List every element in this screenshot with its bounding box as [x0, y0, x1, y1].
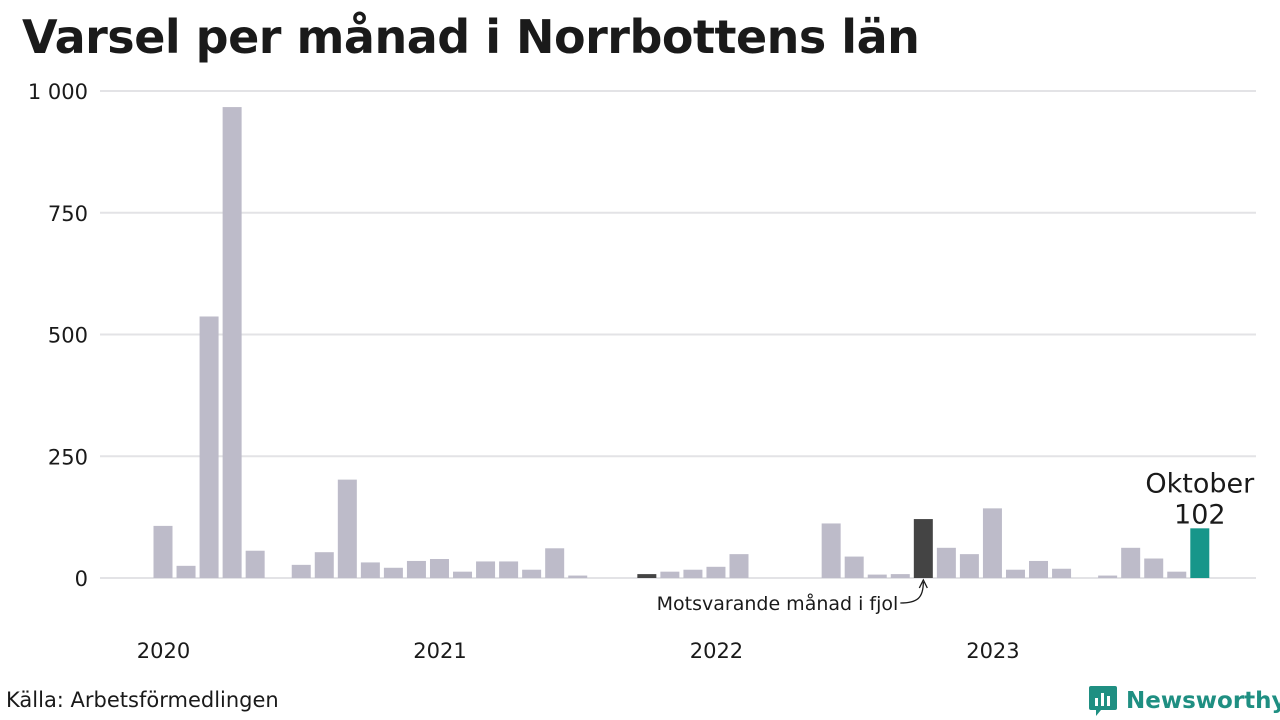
bar-2021-01 [429, 559, 449, 578]
x-year-label: 2021 [413, 639, 466, 663]
bar-2022-02 [729, 554, 749, 578]
bar-2022-11 [936, 547, 956, 578]
bar-2020-07 [291, 564, 311, 578]
y-tick-label: 750 [48, 202, 88, 226]
bar-2023-01 [982, 508, 1002, 578]
bar-2022-07 [844, 556, 864, 578]
bar-2022-09 [890, 574, 910, 578]
bar-2023-06 [1098, 575, 1118, 578]
bar-2023-10 [1190, 528, 1210, 578]
bar-2023-08 [1144, 558, 1164, 578]
bar-2022-12 [959, 554, 979, 578]
bar-2021-04 [499, 561, 519, 578]
bar-2021-07 [568, 575, 588, 578]
bar-2022-01 [706, 566, 726, 578]
source-note: Källa: Arbetsförmedlingen [6, 688, 279, 712]
y-tick-label: 1 000 [28, 80, 88, 104]
bar-2020-08 [314, 552, 334, 578]
y-axis-ticks: 0 250 500 750 1 000 [28, 80, 88, 591]
bar-2021-02 [453, 571, 473, 578]
bar-2020-05 [245, 550, 265, 578]
bar-chart: 0 250 500 750 1 000 2020 2021 2022 2023 Oktober… [28, 80, 1256, 663]
brand-name: Newsworthy [1126, 688, 1280, 714]
bar-2023-09 [1167, 571, 1187, 578]
bar-2021-11 [660, 571, 680, 578]
annotation-arrowhead [918, 578, 928, 589]
bar-2023-07 [1121, 547, 1141, 578]
bar-2023-02 [1005, 569, 1025, 578]
highlight-value-label: 102 [1174, 499, 1226, 530]
bar-2022-08 [867, 574, 887, 578]
bar-2020-01 [153, 525, 173, 578]
x-year-label: 2023 [966, 639, 1019, 663]
highlight-month-label: Oktober [1145, 468, 1255, 499]
bar-2021-12 [683, 569, 703, 578]
grid-lines [100, 90, 1256, 579]
bar-2020-09 [337, 479, 357, 578]
y-tick-label: 500 [48, 324, 88, 348]
bar-2022-06 [821, 523, 841, 578]
bar-2022-10 [913, 519, 933, 578]
bar-2020-12 [406, 560, 426, 578]
x-year-label: 2022 [690, 639, 743, 663]
bar-2020-04 [222, 107, 242, 579]
x-year-label: 2020 [137, 639, 190, 663]
bar-2020-10 [360, 562, 380, 578]
bar-2021-03 [476, 561, 496, 578]
y-tick-label: 250 [48, 445, 88, 469]
brand-logo: Newsworthy [1088, 684, 1280, 718]
bar-2020-02 [176, 565, 196, 578]
bar-2020-03 [199, 316, 219, 578]
y-tick-label: 0 [75, 567, 88, 591]
bar-2020-11 [383, 567, 403, 578]
annotation-arrow [900, 581, 924, 604]
newsworthy-logo-icon [1089, 686, 1117, 716]
bar-2023-03 [1029, 560, 1049, 578]
x-axis-year-labels: 2020 2021 2022 2023 [137, 639, 1020, 663]
bar-2021-05 [522, 569, 542, 578]
chart-title: Varsel per månad i Norrbottens län [22, 10, 920, 64]
bar-2021-06 [545, 548, 565, 578]
annotation-label: Motsvarande månad i fjol [657, 592, 899, 615]
bar-2023-04 [1052, 568, 1072, 578]
bars [153, 107, 1210, 579]
bar-2021-10 [637, 574, 657, 578]
